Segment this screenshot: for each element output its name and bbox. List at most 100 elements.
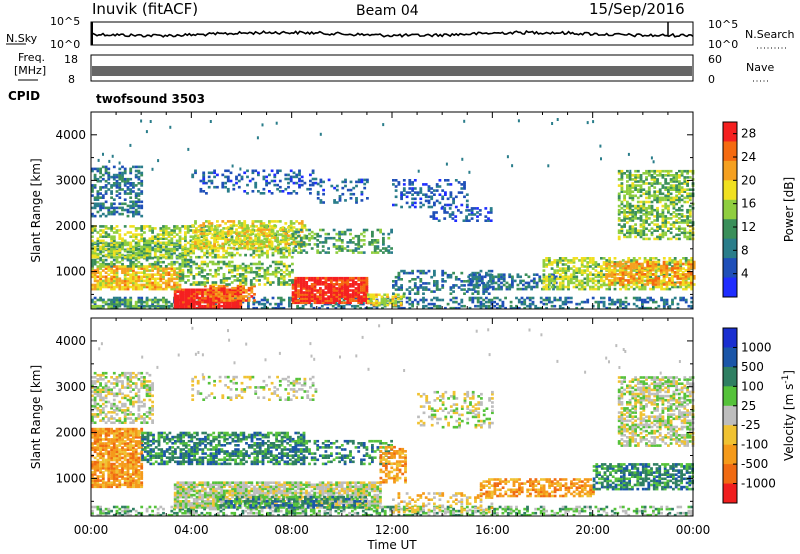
power-cell (225, 304, 229, 308)
power-cell (270, 232, 274, 235)
power-cell (164, 269, 168, 272)
power-cell (191, 224, 195, 227)
power-cell (112, 265, 116, 268)
power-cell (299, 306, 302, 310)
power-cell (651, 266, 655, 270)
power-cell (228, 288, 232, 292)
power-cell (497, 285, 501, 289)
power-cell (173, 269, 176, 272)
power-cell (600, 257, 603, 260)
power-cell (115, 271, 119, 274)
power-cell (294, 301, 298, 305)
power-cell (96, 167, 100, 171)
power-cell (123, 304, 127, 308)
power-cell (338, 236, 341, 240)
power-cell (243, 242, 247, 246)
power-cell (665, 266, 669, 270)
power-cell (281, 240, 285, 244)
power-cell (232, 224, 236, 227)
power-cell (298, 173, 301, 177)
power-cell (591, 261, 595, 264)
power-cell (338, 287, 341, 290)
power-cell (255, 306, 258, 310)
power-cell (156, 265, 160, 268)
power-cell (200, 235, 204, 238)
power-cell (251, 232, 255, 235)
power-cell (591, 263, 595, 266)
power-cell (274, 268, 278, 272)
power-cell (424, 288, 428, 291)
power-cell (682, 275, 685, 279)
power-cell (282, 264, 286, 268)
power-cell (115, 283, 119, 287)
power-cell (452, 306, 455, 310)
power-cell (240, 177, 244, 181)
power-cell (263, 304, 267, 308)
power-cell (186, 225, 190, 228)
power-cell (96, 237, 100, 240)
power-cell (690, 287, 694, 291)
power-cell (263, 268, 267, 272)
power-cell (654, 257, 658, 260)
power-cell (405, 271, 409, 275)
power-cell (200, 249, 204, 253)
power-cell (170, 262, 174, 266)
power-cell (248, 179, 252, 183)
power-cell (148, 227, 152, 230)
power-cell (260, 249, 264, 253)
power-cell (246, 169, 249, 173)
power-cell (490, 300, 494, 304)
power-cell (289, 177, 293, 181)
power-cell (207, 179, 211, 183)
power-cell (175, 243, 179, 247)
power-cell (212, 286, 215, 290)
power-cell (308, 278, 311, 282)
power-cell (288, 275, 291, 278)
power-cell (380, 295, 384, 299)
power-cell (196, 234, 200, 237)
power-cell (137, 175, 141, 179)
power-cell (234, 290, 237, 294)
power-cell (324, 283, 328, 286)
power-cell (173, 229, 176, 232)
power-cell (173, 227, 176, 230)
power-cell (284, 238, 288, 242)
power-cell (635, 259, 639, 262)
power-cell (213, 236, 216, 240)
power-cell (121, 173, 124, 177)
power-cell (324, 281, 328, 284)
power-cell (247, 304, 250, 308)
power-cell (137, 169, 141, 173)
power-cell (632, 266, 636, 270)
power-cell (268, 302, 272, 306)
power-cell (123, 202, 127, 206)
power-cell (681, 277, 685, 280)
power-cell (662, 287, 666, 291)
power-cell (255, 270, 259, 274)
power-cell (297, 289, 300, 292)
power-cell (676, 262, 680, 266)
power-cell (246, 192, 249, 195)
power-cell (372, 293, 376, 297)
power-cell (176, 290, 180, 294)
power-cell (452, 271, 455, 275)
power-cell (140, 304, 144, 308)
power-cell (627, 271, 631, 274)
power-cell (564, 300, 568, 304)
power-cell (273, 183, 277, 187)
power-cell (294, 276, 298, 280)
power-cell (244, 275, 248, 278)
power-cell (205, 244, 208, 248)
power-cell (413, 278, 417, 281)
power-cell (184, 249, 187, 253)
power-cell (199, 187, 203, 191)
power-cell (684, 287, 688, 291)
power-cell (313, 293, 317, 296)
power-cell (638, 265, 642, 268)
power-cell (164, 302, 168, 306)
power-cell (475, 275, 479, 279)
power-cell (558, 267, 562, 270)
power-cell (129, 177, 133, 181)
power-cell (331, 304, 335, 308)
power-cell (610, 273, 614, 276)
